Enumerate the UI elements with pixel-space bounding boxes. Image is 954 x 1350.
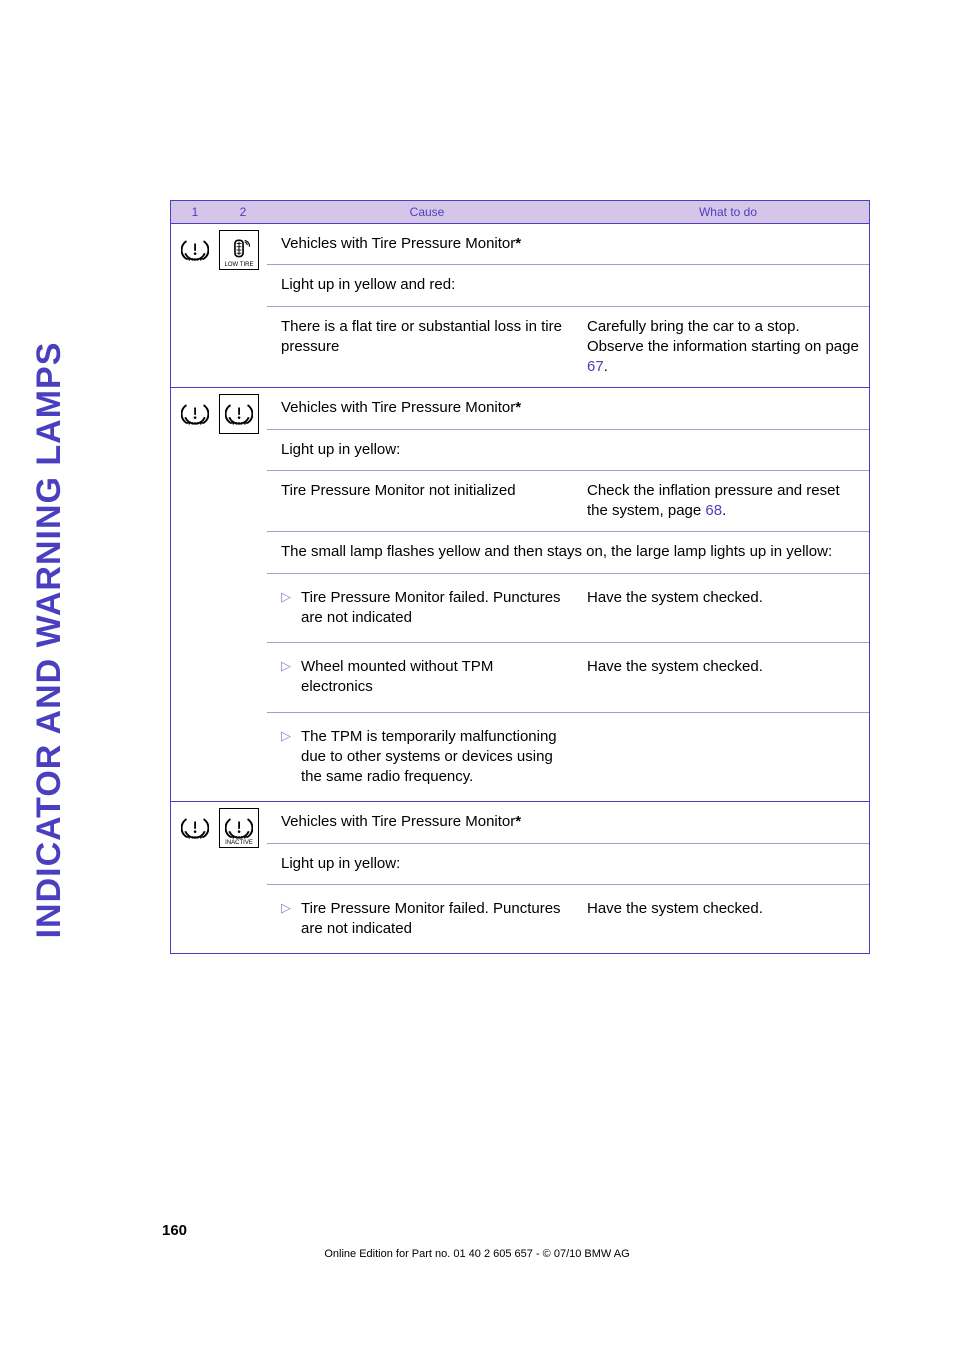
- cause-text: Tire Pressure Monitor not initialized: [281, 481, 587, 522]
- tpms-icon-box: [175, 394, 215, 434]
- footnote-star-icon: *: [515, 813, 521, 830]
- page-reference-link[interactable]: 67: [587, 358, 604, 375]
- sub-row: Tire Pressure Monitor not initializedChe…: [267, 470, 869, 532]
- table-body: LOW TIRE Vehicles with Tire Pressure Moni…: [171, 224, 869, 953]
- sub-row: Vehicles with Tire Pressure Monitor*: [267, 224, 869, 264]
- sub-row: Light up in yellow:: [267, 429, 869, 470]
- row-icons: LOW TIRE: [171, 224, 267, 387]
- column-header-cause: Cause: [267, 201, 587, 223]
- tpms-icon-box: [175, 230, 215, 270]
- tpms-icon: [225, 401, 253, 427]
- tpms-icon: [181, 237, 209, 263]
- cause-text: Tire Pressure Monitor failed. Punctures …: [301, 899, 587, 940]
- row-body: Vehicles with Tire Pressure Monitor* Ligh…: [267, 802, 869, 953]
- tpms-icon: [225, 815, 253, 841]
- action-text: Have the system checked.: [587, 588, 859, 629]
- cause-text: Vehicles with Tire Pressure Monitor*: [281, 398, 859, 418]
- column-header-2: 2: [219, 201, 267, 223]
- triangle-bullet-icon: ▷: [281, 899, 301, 940]
- page-number: 160: [162, 1222, 187, 1239]
- tpms-icon: [181, 815, 209, 841]
- row-icons: [171, 388, 267, 801]
- section-title: INDICATOR AND WARNING LAMPS: [30, 342, 69, 939]
- column-header-1: 1: [171, 201, 219, 223]
- footer-text: Online Edition for Part no. 01 40 2 605 …: [0, 1248, 954, 1260]
- tpms-icon-box: [219, 394, 259, 434]
- action-text: Have the system checked.: [587, 899, 859, 940]
- table-row: Vehicles with Tire Pressure Monitor* Ligh…: [171, 388, 869, 802]
- action-text: Have the system checked.: [587, 657, 859, 698]
- footnote-star-icon: *: [515, 399, 521, 416]
- bullet-row: ▷Tire Pressure Monitor failed. Punctures…: [267, 573, 869, 643]
- cause-text: Wheel mounted without TPM electronics: [301, 657, 587, 698]
- cause-text: Vehicles with Tire Pressure Monitor*: [281, 812, 859, 832]
- action-text: Carefully bring the car to a stop. Obser…: [587, 317, 859, 378]
- sub-row: The small lamp flashes yellow and then s…: [267, 531, 869, 572]
- page-reference-link[interactable]: 68: [705, 502, 722, 519]
- row-body: Vehicles with Tire Pressure Monitor* Ligh…: [267, 388, 869, 801]
- bullet-row: ▷The TPM is temporarily malfunctioning d…: [267, 712, 869, 802]
- triangle-bullet-icon: ▷: [281, 588, 301, 629]
- cause-text: Vehicles with Tire Pressure Monitor*: [281, 234, 859, 254]
- bullet-row: ▷Tire Pressure Monitor failed. Punctures…: [267, 884, 869, 954]
- lowtire-icon-box: LOW TIRE: [219, 230, 259, 270]
- column-header-action: What to do: [587, 201, 869, 223]
- table-header-row: 1 2 Cause What to do: [171, 201, 869, 224]
- sub-row: There is a flat tire or substantial loss…: [267, 306, 869, 388]
- sub-row: Vehicles with Tire Pressure Monitor*: [267, 802, 869, 842]
- cause-text: Light up in yellow:: [281, 854, 859, 874]
- sub-row: Light up in yellow and red:: [267, 264, 869, 305]
- tpms-icon-box: INACTIVE: [219, 808, 259, 848]
- tpms-icon-box: [175, 808, 215, 848]
- tpms-icon: [181, 401, 209, 427]
- action-text: [587, 727, 859, 788]
- triangle-bullet-icon: ▷: [281, 727, 301, 788]
- icon-caption: INACTIVE: [220, 840, 258, 846]
- triangle-bullet-icon: ▷: [281, 657, 301, 698]
- cause-text: Tire Pressure Monitor failed. Punctures …: [301, 588, 587, 629]
- warning-table: 1 2 Cause What to do LOW TIRE Vehicles wi…: [170, 200, 870, 954]
- cause-text: There is a flat tire or substantial loss…: [281, 317, 587, 378]
- table-row: LOW TIRE Vehicles with Tire Pressure Moni…: [171, 224, 869, 388]
- icon-caption: LOW TIRE: [220, 262, 258, 268]
- bullet-row: ▷Wheel mounted without TPM electronicsHa…: [267, 642, 869, 712]
- row-body: Vehicles with Tire Pressure Monitor* Ligh…: [267, 224, 869, 387]
- cause-text: The small lamp flashes yellow and then s…: [281, 542, 859, 562]
- cause-text: Light up in yellow:: [281, 440, 859, 460]
- low-tire-icon: [225, 237, 253, 263]
- action-text: Check the inflation pressure and reset t…: [587, 481, 859, 522]
- table-row: INACTIVE Vehicles with Tire Pressure Moni…: [171, 802, 869, 953]
- sub-row: Light up in yellow:: [267, 843, 869, 884]
- cause-text: The TPM is temporarily malfunctioning du…: [301, 727, 587, 788]
- cause-text: Light up in yellow and red:: [281, 275, 859, 295]
- page: INDICATOR AND WARNING LAMPS 1 2 Cause Wh…: [0, 0, 954, 1350]
- row-icons: INACTIVE: [171, 802, 267, 953]
- sub-row: Vehicles with Tire Pressure Monitor*: [267, 388, 869, 428]
- footnote-star-icon: *: [515, 235, 521, 252]
